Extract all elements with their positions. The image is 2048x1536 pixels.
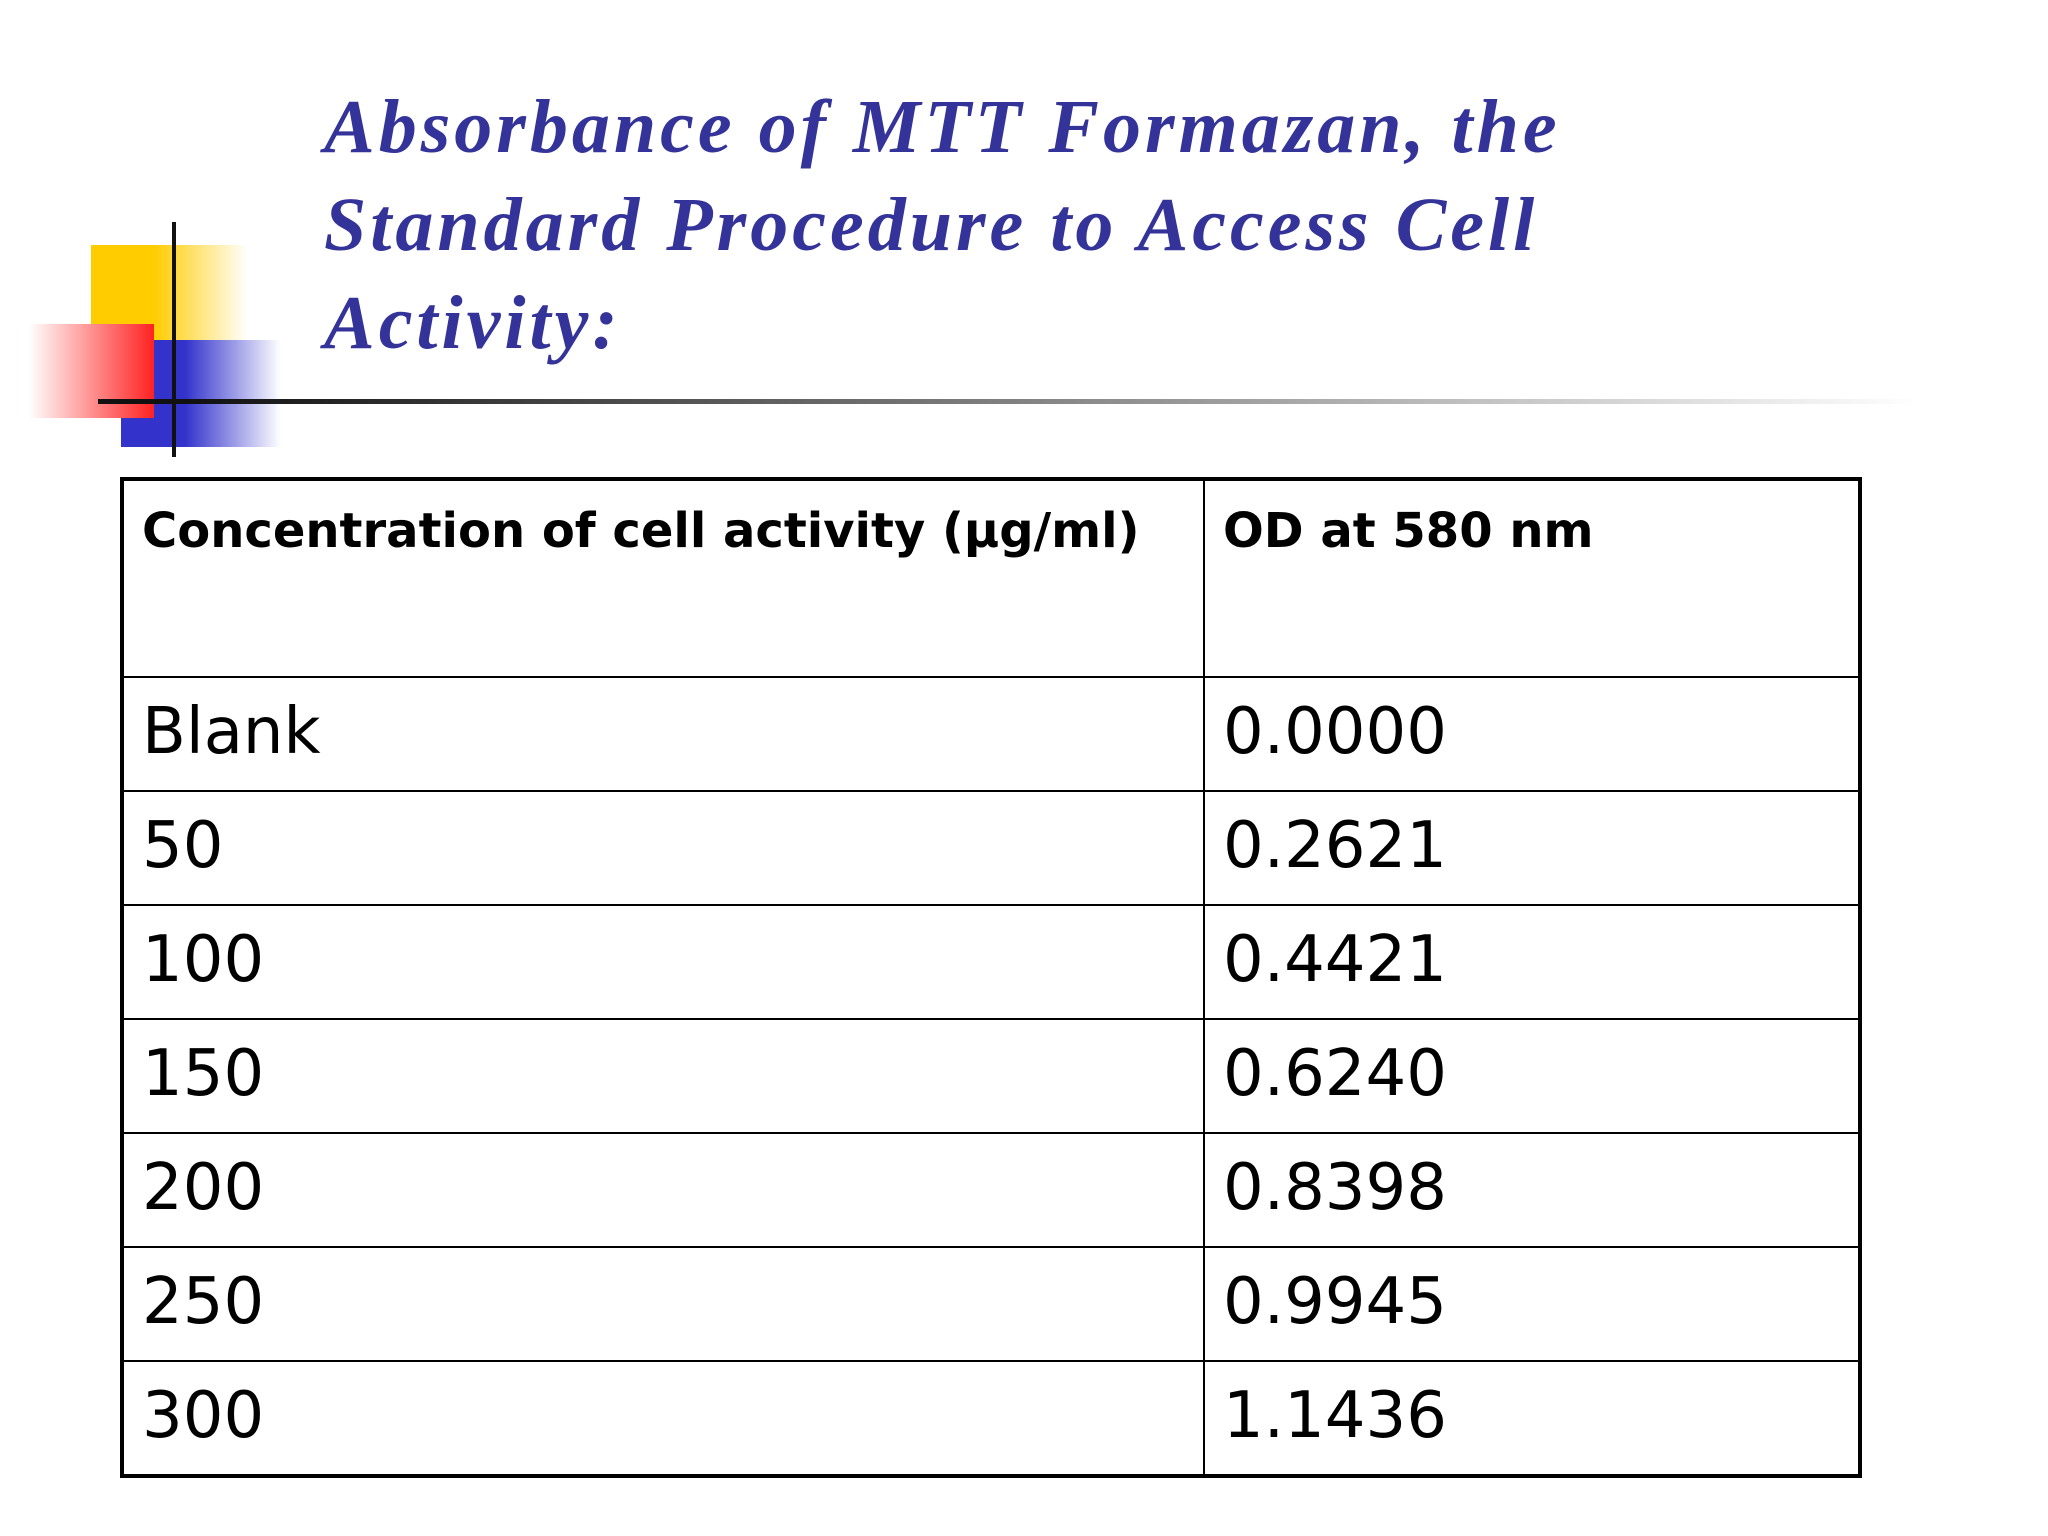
header-cell: OD at 580 nm bbox=[1203, 478, 1861, 678]
horizontal-rule bbox=[98, 399, 1920, 404]
header-row: Concentration of cell activity (µg/ml) OD… bbox=[121, 478, 1861, 678]
table-cell: 0.0000 bbox=[1203, 676, 1861, 792]
table-row: 50 0.2621 bbox=[121, 790, 1861, 906]
table-cell: 0.9945 bbox=[1203, 1246, 1861, 1362]
table-cell: 0.8398 bbox=[1203, 1132, 1861, 1248]
table-cell: 200 bbox=[121, 1132, 1205, 1248]
data-table: Concentration of cell activity (µg/ml) OD… bbox=[120, 477, 1862, 1478]
table-row: 100 0.4421 bbox=[121, 904, 1861, 1020]
vertical-rule bbox=[172, 222, 176, 457]
table-row: 200 0.8398 bbox=[121, 1132, 1861, 1248]
table-cell: 0.4421 bbox=[1203, 904, 1861, 1020]
header-cell: Concentration of cell activity (µg/ml) bbox=[121, 478, 1205, 678]
table-cell: 1.1436 bbox=[1203, 1360, 1861, 1477]
table-cell: 100 bbox=[121, 904, 1205, 1020]
table-cell: Blank bbox=[121, 676, 1205, 792]
table-row: Blank 0.0000 bbox=[121, 676, 1861, 792]
table-row: 300 1.1436 bbox=[121, 1360, 1861, 1477]
table-row: 150 0.6240 bbox=[121, 1018, 1861, 1134]
table-cell: 250 bbox=[121, 1246, 1205, 1362]
slide-title: Absorbance of MTT Formazan, the Standard… bbox=[324, 85, 1561, 365]
table-cell: 300 bbox=[121, 1360, 1205, 1477]
table-cell: 0.2621 bbox=[1203, 790, 1861, 906]
table-row: 250 0.9945 bbox=[121, 1246, 1861, 1362]
table-cell: 50 bbox=[121, 790, 1205, 906]
table-cell: 0.6240 bbox=[1203, 1018, 1861, 1134]
table-cell: 150 bbox=[121, 1018, 1205, 1134]
